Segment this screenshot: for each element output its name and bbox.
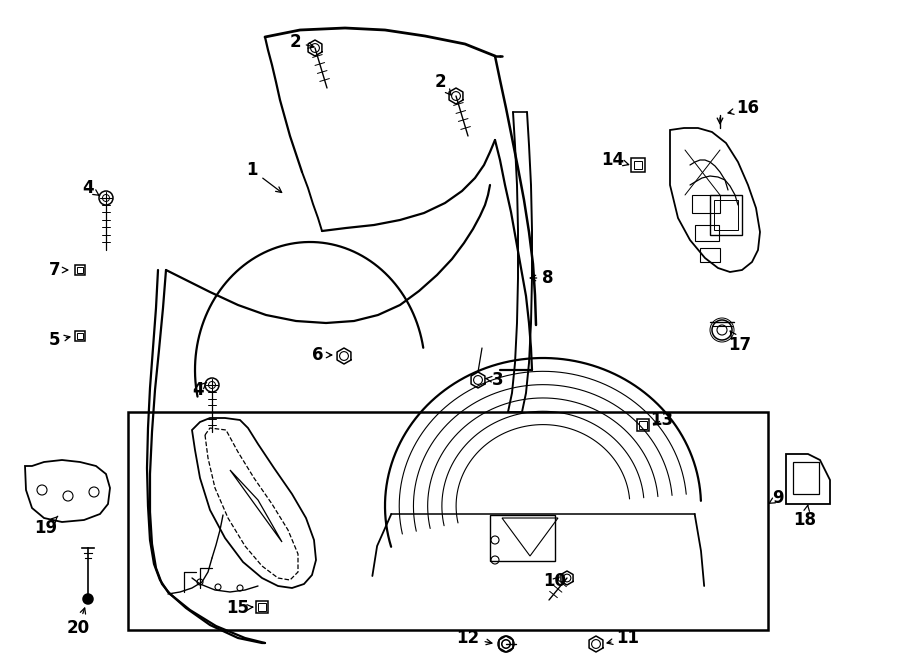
Bar xyxy=(75,265,85,275)
Bar xyxy=(710,195,742,235)
Text: 10: 10 xyxy=(544,572,566,590)
Bar xyxy=(714,200,738,230)
Bar xyxy=(256,601,268,613)
Bar xyxy=(490,515,555,561)
Bar xyxy=(639,421,647,429)
Bar xyxy=(634,161,643,169)
Text: 12: 12 xyxy=(456,629,492,647)
Text: 1: 1 xyxy=(247,161,282,192)
Bar xyxy=(793,462,819,494)
Text: 5: 5 xyxy=(50,331,70,349)
Bar xyxy=(258,603,265,611)
Bar xyxy=(75,331,85,341)
Text: 6: 6 xyxy=(312,346,332,364)
Text: 16: 16 xyxy=(728,99,760,117)
Bar xyxy=(695,225,719,241)
Text: 3: 3 xyxy=(486,371,504,389)
Bar xyxy=(128,412,768,630)
Text: 11: 11 xyxy=(608,629,640,647)
Bar xyxy=(631,158,645,172)
Text: 17: 17 xyxy=(728,331,752,354)
Text: 9: 9 xyxy=(769,489,784,507)
Text: 20: 20 xyxy=(67,608,90,637)
Bar xyxy=(700,248,720,262)
Bar xyxy=(76,333,83,339)
Text: 14: 14 xyxy=(601,151,629,169)
Text: 18: 18 xyxy=(794,505,816,529)
Bar xyxy=(76,267,83,273)
Circle shape xyxy=(83,594,93,604)
Bar xyxy=(692,195,720,213)
Text: 4: 4 xyxy=(82,179,99,197)
Text: 13: 13 xyxy=(651,411,673,429)
Text: 2: 2 xyxy=(434,73,451,95)
Text: 7: 7 xyxy=(50,261,68,279)
Text: 8: 8 xyxy=(530,269,554,287)
Bar xyxy=(637,419,649,431)
Text: 2: 2 xyxy=(289,33,314,51)
Text: 4: 4 xyxy=(193,381,207,399)
Text: 15: 15 xyxy=(227,599,253,617)
Text: 19: 19 xyxy=(34,516,58,537)
